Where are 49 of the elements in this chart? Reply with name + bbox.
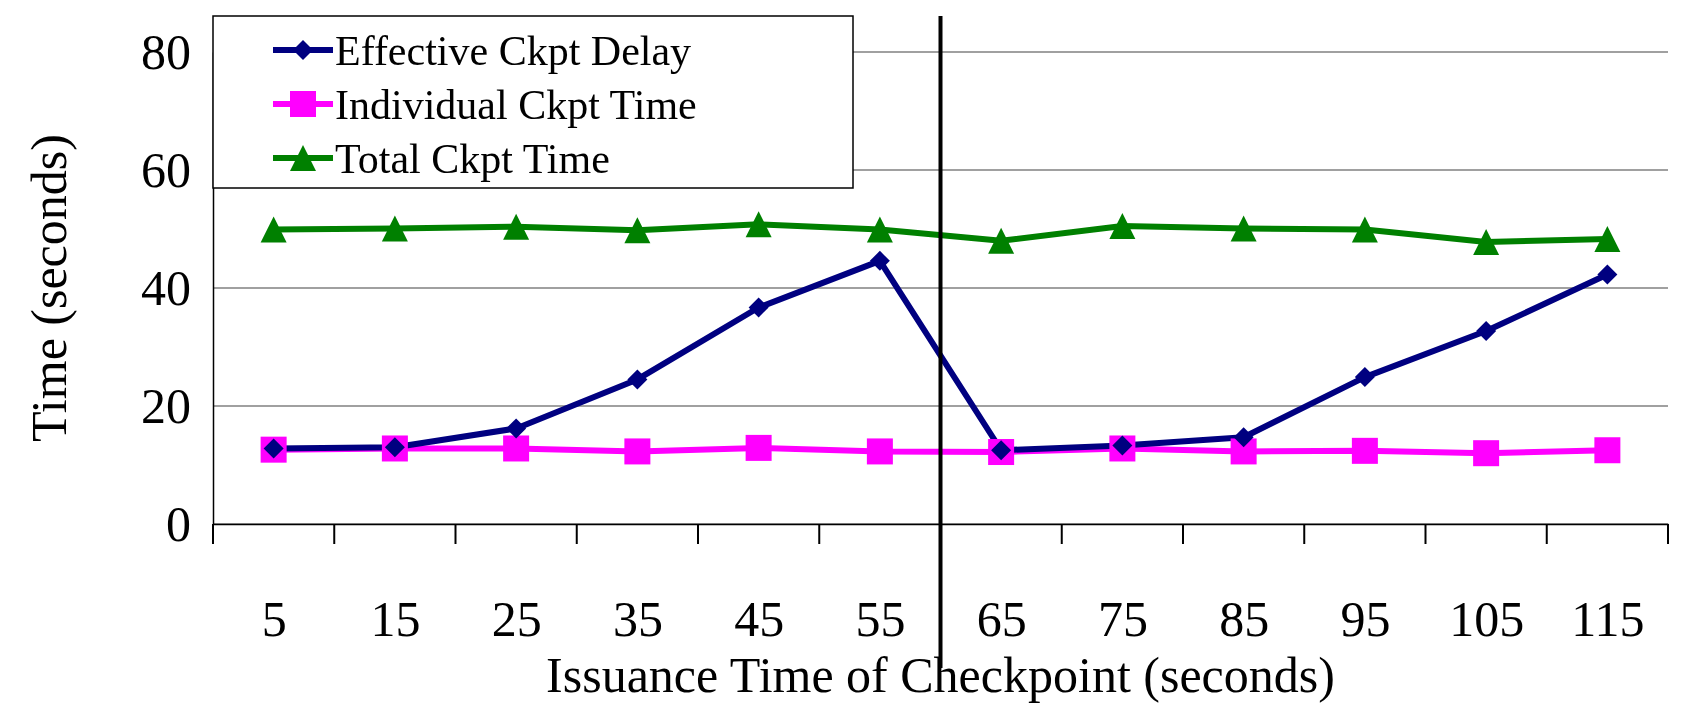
point xyxy=(1473,228,1500,255)
point xyxy=(381,215,408,242)
y-axis-title: Time (seconds) xyxy=(21,134,77,442)
x-tick-label: 5 xyxy=(261,590,287,647)
legend-label: Total Ckpt Time xyxy=(335,135,610,182)
legend-label: Effective Ckpt Delay xyxy=(335,27,692,74)
point xyxy=(1594,437,1621,464)
x-tick-label: 45 xyxy=(734,590,785,647)
point xyxy=(1233,427,1254,448)
point xyxy=(1597,264,1618,285)
point xyxy=(866,438,893,465)
point xyxy=(1476,321,1497,342)
point xyxy=(1109,213,1136,240)
y-tick-label: 0 xyxy=(166,495,191,552)
point xyxy=(624,438,651,465)
x-tick-label: 25 xyxy=(491,590,542,647)
x-tick-label: 115 xyxy=(1571,590,1645,647)
point xyxy=(506,418,527,439)
y-tick-label: 80 xyxy=(141,23,191,80)
y-tick-label: 20 xyxy=(141,377,191,434)
x-axis-title: Issuance Time of Checkpoint (seconds) xyxy=(546,647,1335,703)
point xyxy=(1594,226,1621,253)
point xyxy=(866,216,893,243)
x-tick-label: 15 xyxy=(370,590,421,647)
x-tick-label: 35 xyxy=(612,590,663,647)
x-tick-label: 95 xyxy=(1340,590,1391,647)
point xyxy=(627,369,648,390)
x-tick-label: 105 xyxy=(1449,590,1525,647)
point xyxy=(1351,216,1378,243)
x-tick-label: 65 xyxy=(976,590,1027,647)
point xyxy=(748,297,769,318)
y-tick-label: 60 xyxy=(141,141,191,198)
point xyxy=(624,217,651,244)
point xyxy=(1354,367,1375,388)
point xyxy=(745,211,772,238)
point xyxy=(503,213,530,240)
x-tick-label: 85 xyxy=(1219,590,1270,647)
point xyxy=(988,227,1015,254)
point xyxy=(260,216,287,243)
point xyxy=(1230,215,1257,242)
point xyxy=(869,250,890,271)
x-tick-label: 55 xyxy=(855,590,906,647)
point xyxy=(745,434,772,461)
point xyxy=(1351,437,1378,464)
point xyxy=(1473,440,1500,467)
legend-label: Individual Ckpt Time xyxy=(335,81,697,128)
y-tick-label: 40 xyxy=(141,259,191,316)
point xyxy=(503,435,530,462)
x-tick-label: 75 xyxy=(1097,590,1148,647)
